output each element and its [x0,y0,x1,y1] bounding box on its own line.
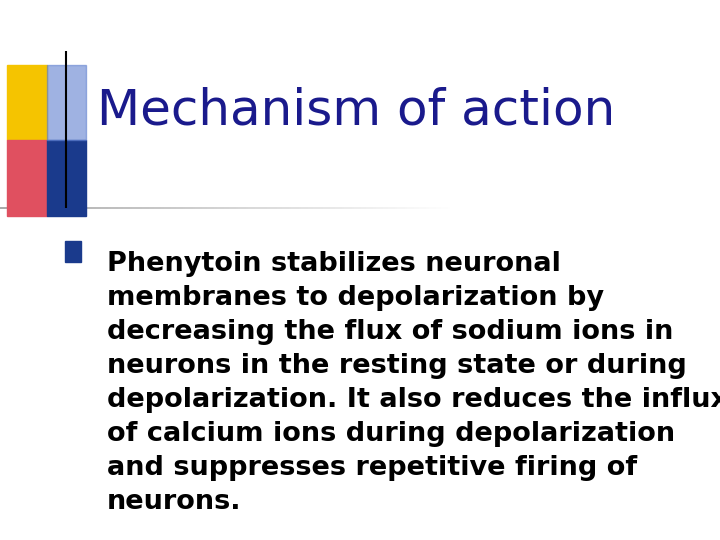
Text: Mechanism of action: Mechanism of action [97,87,616,134]
Text: membranes to depolarization by: membranes to depolarization by [107,285,603,311]
Bar [65,241,81,262]
Bar [7,140,47,216]
Text: of calcium ions during depolarization: of calcium ions during depolarization [107,421,675,447]
Bar [47,65,86,140]
Text: Phenytoin stabilizes neuronal: Phenytoin stabilizes neuronal [107,251,560,277]
Text: decreasing the flux of sodium ions in: decreasing the flux of sodium ions in [107,319,673,345]
Bar [7,65,47,140]
Text: neurons in the resting state or during: neurons in the resting state or during [107,353,686,379]
Text: depolarization. It also reduces the influx: depolarization. It also reduces the infl… [107,387,720,413]
Text: neurons.: neurons. [107,489,241,515]
Text: and suppresses repetitive firing of: and suppresses repetitive firing of [107,455,636,481]
Bar [47,140,86,216]
